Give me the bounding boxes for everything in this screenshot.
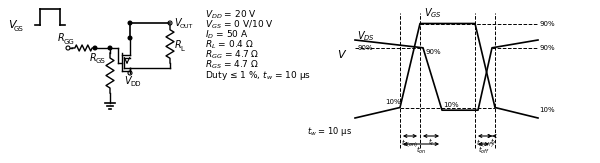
Text: 90%: 90% xyxy=(425,49,440,55)
Text: $t_{d(on)}$: $t_{d(on)}$ xyxy=(401,137,419,149)
Text: $V_{DD}$ = 20 V: $V_{DD}$ = 20 V xyxy=(205,9,257,21)
Text: R: R xyxy=(90,53,97,63)
Text: GG: GG xyxy=(64,38,75,44)
Text: $V_{DS}$: $V_{DS}$ xyxy=(357,29,375,43)
Text: $V_{GS}$ = 0 V/10 V: $V_{GS}$ = 0 V/10 V xyxy=(205,19,274,31)
Circle shape xyxy=(128,21,132,25)
Circle shape xyxy=(93,46,97,50)
Text: $t_{on}$: $t_{on}$ xyxy=(416,145,426,156)
Text: R: R xyxy=(175,40,182,51)
Text: 10%: 10% xyxy=(385,98,401,104)
Text: $V_{GS}$: $V_{GS}$ xyxy=(424,6,442,20)
Text: $t_f$: $t_f$ xyxy=(490,137,497,148)
Text: Duty ≤ 1 %, $t_w$ = 10 μs: Duty ≤ 1 %, $t_w$ = 10 μs xyxy=(205,69,311,82)
Text: $t_r$: $t_r$ xyxy=(428,137,434,148)
Text: 90%: 90% xyxy=(357,45,373,51)
Text: R: R xyxy=(58,33,65,43)
Text: 90%: 90% xyxy=(539,45,554,51)
Text: $R_{GS}$ = 4.7 Ω: $R_{GS}$ = 4.7 Ω xyxy=(205,59,259,71)
Text: $R_{GG}$ = 4.7 Ω: $R_{GG}$ = 4.7 Ω xyxy=(205,49,259,61)
Text: $t_{d(off)}$: $t_{d(off)}$ xyxy=(476,137,494,149)
Text: L: L xyxy=(180,46,184,52)
Text: DD: DD xyxy=(130,82,140,88)
Text: 90%: 90% xyxy=(539,21,554,27)
Text: $I_D$ = 50 A: $I_D$ = 50 A xyxy=(205,29,248,41)
Circle shape xyxy=(108,46,112,50)
Text: 10%: 10% xyxy=(443,102,458,108)
Circle shape xyxy=(128,36,132,40)
Text: GS: GS xyxy=(14,26,24,32)
Text: 10%: 10% xyxy=(539,107,554,113)
Text: OUT: OUT xyxy=(180,24,193,29)
Text: V: V xyxy=(8,20,16,30)
Text: GS: GS xyxy=(96,58,106,64)
Text: $t_w$ = 10 μs: $t_w$ = 10 μs xyxy=(307,125,352,138)
Text: V: V xyxy=(337,51,344,60)
Text: V: V xyxy=(124,76,131,86)
Text: V: V xyxy=(174,18,181,28)
Text: $t_{off}$: $t_{off}$ xyxy=(478,145,490,156)
Text: $R_L$ = 0.4 Ω: $R_L$ = 0.4 Ω xyxy=(205,39,254,51)
